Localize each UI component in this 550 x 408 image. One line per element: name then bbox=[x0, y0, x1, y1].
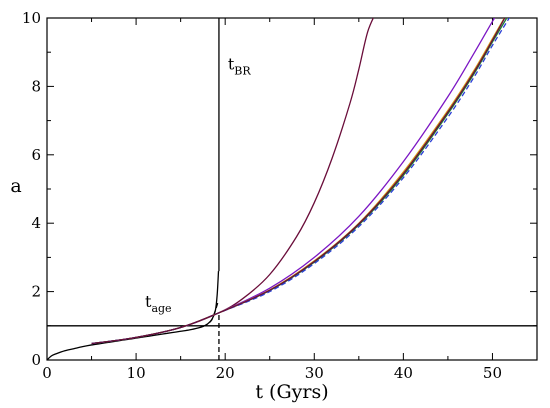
annotation-base: t bbox=[145, 292, 152, 311]
y-tick-label: 10 bbox=[22, 9, 41, 27]
x-tick-label: 40 bbox=[394, 364, 413, 382]
series-line-2 bbox=[202, 301, 219, 328]
series-line-7 bbox=[91, 18, 511, 345]
annotation-t-age: tage bbox=[145, 292, 172, 315]
series-line-8 bbox=[91, 18, 506, 345]
x-tick-label: 30 bbox=[305, 364, 324, 382]
y-tick-label: 2 bbox=[31, 283, 41, 301]
annotation-t-br: tBR bbox=[228, 54, 252, 77]
y-axis-label: a bbox=[10, 175, 21, 197]
series-line-1 bbox=[47, 271, 220, 360]
x-tick-label: 20 bbox=[216, 364, 235, 382]
series-line-5 bbox=[91, 18, 506, 345]
axis-ticks: 0 10 20 30 40 50 0 2 4 6 8 10 bbox=[22, 9, 537, 382]
y-tick-label: 0 bbox=[31, 351, 41, 369]
x-tick-label: 0 bbox=[42, 364, 52, 382]
series-group bbox=[47, 18, 511, 360]
annotation-subscript: BR bbox=[234, 64, 251, 77]
y-tick-label: 6 bbox=[31, 146, 41, 164]
x-axis-label: t (Gyrs) bbox=[255, 381, 328, 403]
y-tick-label: 8 bbox=[31, 77, 41, 95]
x-tick-label: 10 bbox=[127, 364, 146, 382]
series-line-4 bbox=[91, 18, 496, 345]
plot-frame bbox=[46, 17, 538, 361]
series-line-6 bbox=[91, 18, 508, 345]
annotation-subscript: age bbox=[151, 302, 171, 315]
reference-lines bbox=[47, 18, 537, 360]
annotation-base: t bbox=[228, 54, 235, 73]
x-tick-label: 50 bbox=[483, 364, 502, 382]
y-tick-label: 4 bbox=[31, 214, 41, 232]
